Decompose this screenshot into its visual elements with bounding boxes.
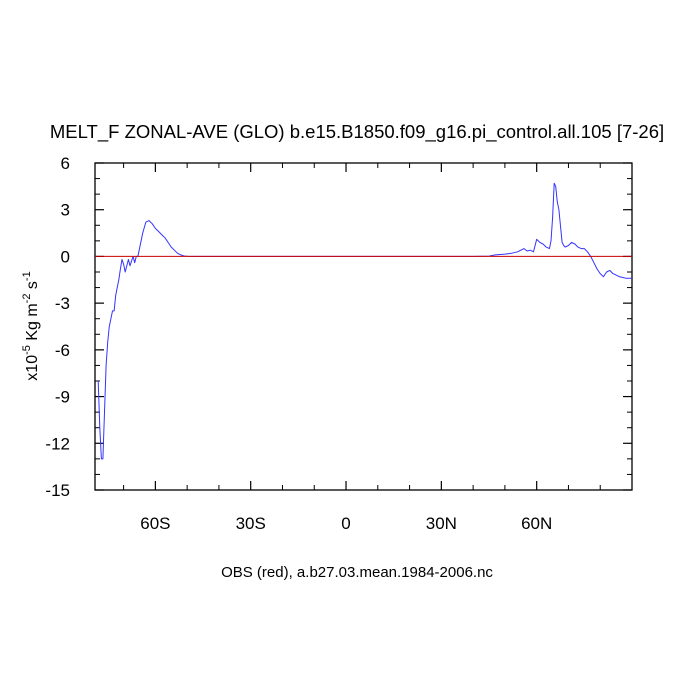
x-tick-label: 0 [341, 514, 350, 533]
y-tick-label: 3 [61, 201, 70, 220]
y-tick-label: -12 [45, 434, 70, 453]
y-label-units: Kg m [24, 303, 41, 345]
y-label-prefix: x10 [24, 355, 41, 381]
y-label-exp2: -2 [21, 294, 33, 304]
y-tick-label: -9 [55, 388, 70, 407]
y-label-units2: s [24, 281, 41, 293]
plot-area: 60S 30S 0 30N 60N 6 3 0 -3 -6 -9 -12 -15 [45, 154, 633, 533]
x-tick-label: 30S [236, 514, 266, 533]
plot-frame [94, 162, 633, 491]
x-tick-label: 60N [521, 514, 552, 533]
y-tick-label: -6 [55, 341, 70, 360]
y-tick-label: 6 [61, 154, 70, 173]
minor-ticks [95, 163, 632, 490]
y-axis-label: x10-5 Kg m-2 s-1 [21, 271, 41, 380]
y-label-exp3: -1 [21, 271, 33, 281]
series-layer [95, 182, 632, 460]
chart-title: MELT_F ZONAL-AVE (GLO) b.e15.B1850.f09_g… [50, 121, 664, 143]
y-tick-label: 0 [61, 247, 70, 266]
major-ticks [95, 162, 632, 491]
series-line-0 [97, 182, 632, 460]
tick-labels: 60S 30S 0 30N 60N 6 3 0 -3 -6 -9 -12 -15 [45, 154, 552, 533]
y-tick-label: -3 [55, 294, 70, 313]
y-label-exp1: -5 [21, 345, 33, 355]
x-axis-label: OBS (red), a.b27.03.mean.1984-2006.nc [221, 564, 493, 581]
x-tick-label: 30N [426, 514, 457, 533]
y-tick-label: -15 [45, 481, 70, 500]
x-tick-label: 60S [140, 514, 170, 533]
